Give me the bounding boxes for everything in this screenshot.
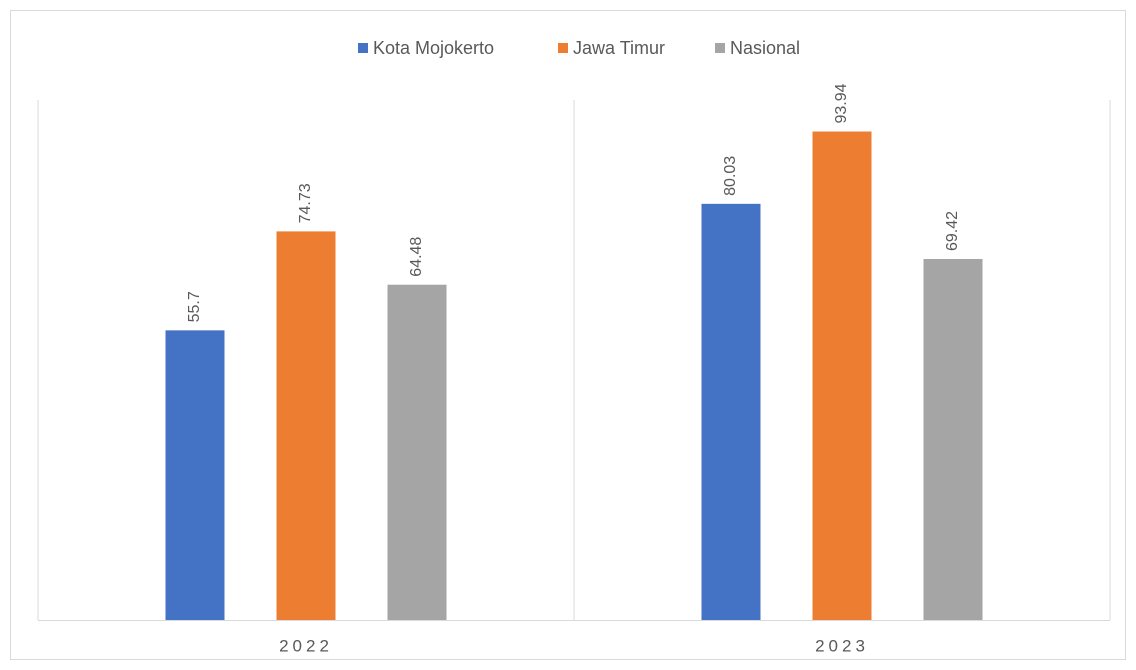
- bar: [923, 259, 983, 620]
- bar: [276, 231, 336, 621]
- bar: [701, 203, 761, 620]
- legend-swatch: [558, 43, 568, 53]
- data-label: 55.7: [186, 291, 203, 322]
- data-label: 80.03: [722, 156, 739, 196]
- x-tick-label: 2023: [815, 636, 869, 655]
- legend-label: Nasional: [730, 38, 800, 58]
- data-label: 93.94: [833, 83, 850, 123]
- bar: [165, 330, 225, 620]
- legend-swatch: [358, 43, 368, 53]
- data-label: 64.48: [408, 237, 425, 277]
- legend-label: Jawa Timur: [573, 38, 665, 58]
- x-tick-label: 2022: [279, 636, 333, 655]
- data-label: 69.42: [944, 211, 961, 251]
- bar: [812, 131, 872, 620]
- bar: [387, 284, 447, 620]
- legend-swatch: [715, 43, 725, 53]
- data-label: 74.73: [297, 183, 314, 223]
- legend-label: Kota Mojokerto: [373, 38, 494, 58]
